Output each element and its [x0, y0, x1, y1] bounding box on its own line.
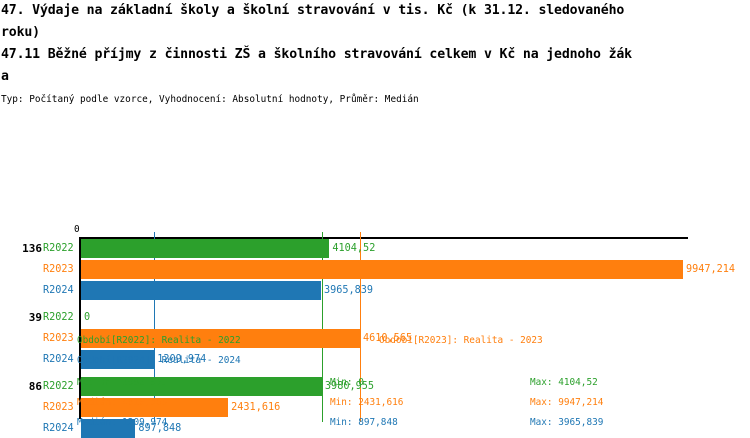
gridline-median-r2023 [360, 232, 362, 422]
row-label-86-R2023: R2023 [43, 402, 74, 413]
group-label-136: 136 [22, 242, 42, 255]
chart-subtitle: Typ: Počítaný podle vzorce, Vyhodnocení:… [1, 94, 419, 105]
stat-min-r2024: Min: 897,848 [330, 417, 398, 428]
gridline-median-r2024 [154, 232, 156, 422]
header-titles: 47. Výdaje na základní školy a školní st… [0, 0, 750, 107]
bar-86-R2024[interactable] [81, 419, 136, 438]
bar-value-136-R2022: 4104,52 [332, 243, 376, 254]
stat-max-r2022: Max: 4104,52 [530, 377, 598, 388]
bar-86-R2023[interactable] [81, 398, 229, 417]
row-label-86-R2022: R2022 [43, 381, 74, 392]
legend-item-r2024[interactable]: Období[R2024]: Realita - 2024 [77, 355, 241, 366]
stat-min-r2023: Min: 2431,616 [330, 397, 404, 408]
x-axis-line [79, 237, 688, 239]
page-title-line-3: 47.11 Běžné příjmy z činnosti ZŠ a školn… [1, 47, 632, 62]
x-axis-tick-zero: 0 [74, 224, 80, 235]
y-axis-line [79, 237, 81, 419]
bar-value-136-R2024: 3965,839 [324, 285, 374, 296]
bar-39-R2024[interactable] [81, 350, 155, 369]
bar-value-86-R2024: 897,848 [138, 423, 182, 434]
legend-item-r2023[interactable]: Období[R2023]: Realita - 2023 [379, 335, 543, 346]
row-label-39-R2023: R2023 [43, 333, 74, 344]
bar-value-136-R2023: 9947,214 [686, 264, 736, 275]
page-title-line-2: roku) [1, 25, 40, 40]
stat-min-r2022: Min: 0 [330, 377, 364, 388]
legend-item-r2022[interactable]: Období[R2022]: Realita - 2022 [77, 335, 241, 346]
bar-136-R2023[interactable] [81, 260, 683, 279]
stat-max-r2023: Max: 9947,214 [530, 397, 604, 408]
row-label-136-R2022: R2022 [43, 243, 74, 254]
bar-value-39-R2022: 0 [84, 312, 91, 323]
stat-max-r2024: Max: 3965,839 [530, 417, 604, 428]
stat-median-r2024: Medián: 1209,974 [77, 417, 168, 428]
bar-136-R2022[interactable] [81, 239, 330, 258]
row-label-39-R2022: R2022 [43, 312, 74, 323]
bar-chart: 0 136 R2022 4104,52 R2023 9947,214 R2024 3965,… [0, 110, 750, 438]
bar-value-86-R2022: 3980,955 [324, 381, 374, 392]
page-title-line-1: 47. Výdaje na základní školy a školní st… [1, 3, 625, 18]
stat-median-r2023: Medián: 4610,565 [77, 397, 168, 408]
gridline-median-r2022 [321, 232, 323, 422]
page-title-line-4: a [1, 69, 9, 84]
stat-median-r2022: Medián: 3980,955 [77, 377, 168, 388]
bar-value-86-R2023: 2431,616 [231, 402, 281, 413]
group-label-86: 86 [28, 380, 42, 393]
row-label-86-R2024: R2024 [43, 423, 74, 434]
bar-86-R2022[interactable] [81, 377, 322, 396]
row-label-39-R2024: R2024 [43, 354, 74, 365]
row-label-136-R2023: R2023 [43, 264, 74, 275]
group-label-39: 39 [28, 311, 42, 324]
bar-136-R2024[interactable] [81, 281, 321, 300]
chart-footer: Období[R2022]: Realita - 2022 Období[R20… [0, 325, 750, 436]
row-label-136-R2024: R2024 [43, 285, 74, 296]
bar-39-R2023[interactable] [81, 329, 361, 348]
bar-value-39-R2023: 4610,565 [363, 333, 413, 344]
bar-value-39-R2024: 1209,974 [157, 354, 207, 365]
